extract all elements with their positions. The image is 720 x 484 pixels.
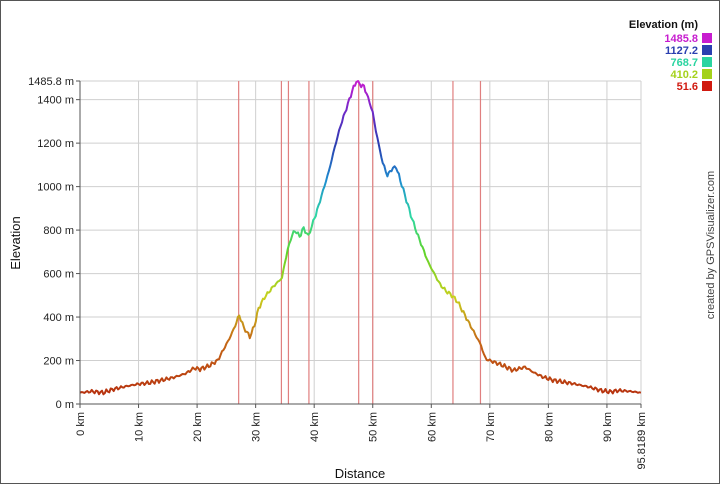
legend-label: 1485.8 [664,33,698,45]
elevation-series [79,80,642,396]
x-axis-title: Distance [335,466,386,481]
x-tick-label: 20 km [192,412,204,442]
legend-swatch [702,69,712,79]
x-tick-label: 95.8189 km [636,412,648,469]
y-axis-title: Elevation [8,216,23,269]
x-tick-label: 90 km [602,412,614,442]
legend-label: 1127.2 [665,45,698,57]
x-tick-label: 0 km [75,412,87,436]
x-tick-label: 70 km [485,412,497,442]
y-tick-label: 1000 m [37,182,74,194]
y-tick-label: 1200 m [37,138,74,150]
x-tick-label: 10 km [134,412,146,442]
axes [79,81,641,405]
y-tick-label: 200 m [43,356,74,368]
x-tick-label: 40 km [309,412,321,442]
legend-swatch [702,81,712,91]
x-tick-label: 50 km [368,412,380,442]
x-tick-label: 30 km [251,412,263,442]
legend-label: 768.7 [670,57,698,69]
legend-swatch [702,57,712,67]
x-axis-ticks: 0 km 10 km 20 km 30 km 40 km 50 km 60 km 70 km 8… [75,404,648,469]
y-tick-label: 0 m [56,399,74,411]
y-tick-label: 1485.8 m [28,76,74,88]
elevation-line [79,80,642,396]
y-axis-ticks: 0 m 200 m 400 m 600 m 800 m 1000 m 1200 m 1400 … [28,76,80,411]
y-tick-label: 1400 m [37,95,74,107]
x-tick-label: 80 km [543,412,555,442]
legend-swatch [702,33,712,43]
credit-text: created by GPSVisualizer.com [705,171,717,319]
y-tick-label: 600 m [43,269,74,281]
legend-title: Elevation (m) [629,19,698,31]
grid [80,80,642,404]
legend-swatch [702,45,712,55]
legend-label: 51.6 [677,81,698,93]
waypoint-lines [238,81,482,404]
x-tick-label: 60 km [426,412,438,442]
legend-label: 410.2 [670,69,698,81]
y-tick-label: 400 m [43,312,74,324]
y-tick-label: 800 m [43,225,74,237]
